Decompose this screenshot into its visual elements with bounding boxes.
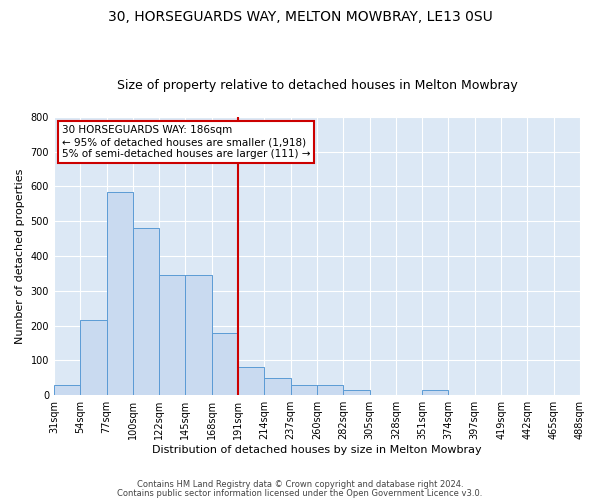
Bar (317, 385, 343, 395)
X-axis label: Distribution of detached houses by size in Melton Mowbray: Distribution of detached houses by size … (152, 445, 482, 455)
Bar (133, 228, 159, 395)
Bar (80, 320, 107, 395)
Text: 30 HORSEGUARDS WAY: 186sqm
← 95% of detached houses are smaller (1,918)
5% of se: 30 HORSEGUARDS WAY: 186sqm ← 95% of deta… (62, 126, 310, 158)
Text: Contains public sector information licensed under the Open Government Licence v3: Contains public sector information licen… (118, 488, 482, 498)
Bar (54, 385, 80, 395)
Bar (212, 332, 238, 395)
Bar (238, 368, 265, 395)
Bar (107, 192, 133, 395)
Text: 30, HORSEGUARDS WAY, MELTON MOWBRAY, LE13 0SU: 30, HORSEGUARDS WAY, MELTON MOWBRAY, LE1… (107, 10, 493, 24)
Text: Contains HM Land Registry data © Crown copyright and database right 2024.: Contains HM Land Registry data © Crown c… (137, 480, 463, 489)
Title: Size of property relative to detached houses in Melton Mowbray: Size of property relative to detached ho… (116, 79, 517, 92)
Bar (343, 390, 370, 395)
Y-axis label: Number of detached properties: Number of detached properties (15, 168, 25, 344)
Bar (159, 275, 185, 395)
Bar (422, 390, 448, 395)
Bar (185, 275, 212, 395)
Bar (265, 378, 290, 395)
Bar (290, 385, 317, 395)
